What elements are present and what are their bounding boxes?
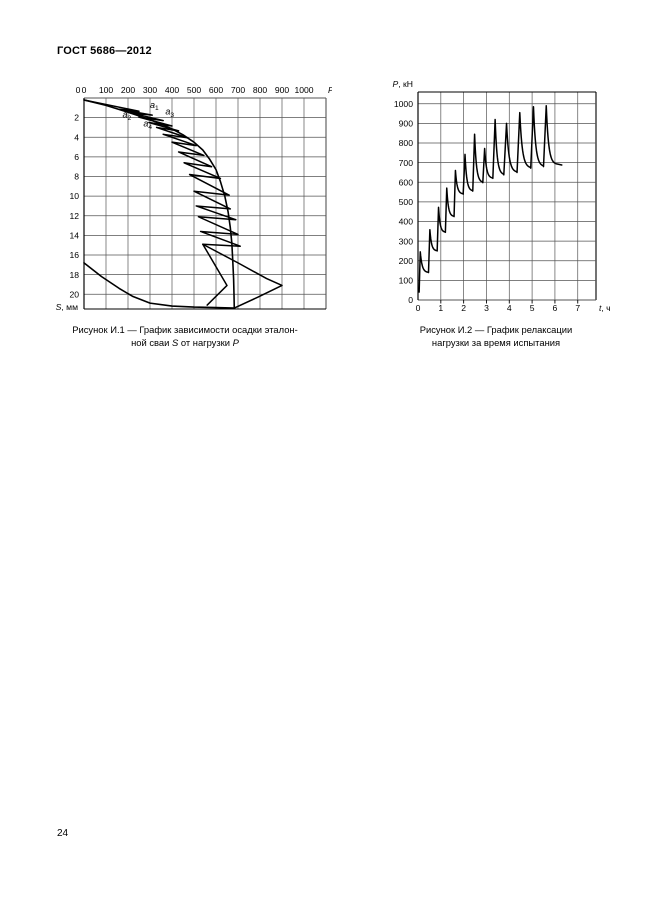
svg-text:500: 500 bbox=[187, 85, 202, 95]
svg-text:a2: a2 bbox=[123, 110, 132, 122]
svg-text:20: 20 bbox=[69, 289, 79, 299]
svg-text:300: 300 bbox=[143, 85, 158, 95]
svg-text:0: 0 bbox=[82, 85, 87, 95]
figure-i2-caption: Рисунок И.2 — График релаксации нагрузки… bbox=[372, 324, 620, 349]
caption-line-2-prefix: ной сваи bbox=[131, 336, 172, 348]
svg-text:0: 0 bbox=[76, 85, 81, 95]
svg-text:6: 6 bbox=[74, 152, 79, 162]
figure-i1: 0 100 200 300 400 500 600 700 800 900 1000 P, кН 0 2 4… bbox=[42, 72, 332, 372]
page-number: 24 bbox=[57, 828, 69, 839]
svg-text:400: 400 bbox=[399, 217, 414, 227]
caption-line-1: Рисунок И.1 — График зависимости осадки … bbox=[72, 324, 298, 335]
caption-symbol-s: S bbox=[171, 336, 179, 348]
svg-text:a4: a4 bbox=[143, 118, 152, 130]
svg-text:800: 800 bbox=[399, 138, 414, 148]
svg-text:P, кН: P, кН bbox=[328, 85, 332, 95]
settlement-load-chart: 0 100 200 300 400 500 600 700 800 900 1000 P, кН 0 2 4… bbox=[56, 85, 332, 312]
caption-line-2: нагрузки за время испытания bbox=[431, 336, 561, 348]
svg-text:S, мм: S, мм bbox=[56, 302, 78, 312]
caption-symbol-p: P bbox=[232, 336, 239, 348]
figure-i2: 0 100 200 300 400 500 600 700 800 900 1000 P, кН 0 1 2… bbox=[372, 72, 622, 372]
standard-header: ГОСТ 5686—2012 bbox=[57, 45, 152, 57]
svg-text:0: 0 bbox=[408, 295, 413, 305]
svg-text:4: 4 bbox=[507, 303, 512, 313]
svg-text:2: 2 bbox=[461, 303, 466, 313]
svg-text:600: 600 bbox=[209, 85, 224, 95]
svg-text:7: 7 bbox=[575, 303, 580, 313]
svg-text:700: 700 bbox=[399, 158, 414, 168]
svg-text:100: 100 bbox=[399, 276, 414, 286]
svg-text:0: 0 bbox=[416, 303, 421, 313]
svg-text:5: 5 bbox=[530, 303, 535, 313]
svg-text:8: 8 bbox=[74, 172, 79, 182]
svg-text:400: 400 bbox=[165, 85, 180, 95]
svg-text:a3: a3 bbox=[165, 107, 174, 119]
svg-text:6: 6 bbox=[553, 303, 558, 313]
svg-text:1000: 1000 bbox=[394, 99, 413, 109]
svg-text:100: 100 bbox=[99, 85, 114, 95]
svg-text:P, кН: P, кН bbox=[393, 79, 413, 89]
svg-text:600: 600 bbox=[399, 177, 414, 187]
svg-text:500: 500 bbox=[399, 197, 414, 207]
svg-text:4: 4 bbox=[74, 132, 79, 142]
svg-text:18: 18 bbox=[69, 270, 79, 280]
caption-line-2-middle: от нагрузки bbox=[178, 336, 233, 348]
svg-text:300: 300 bbox=[399, 236, 414, 246]
caption-line-1: Рисунок И.2 — График релаксации bbox=[419, 324, 573, 335]
svg-text:a1: a1 bbox=[150, 100, 159, 112]
svg-text:800: 800 bbox=[253, 85, 268, 95]
svg-text:1: 1 bbox=[438, 303, 443, 313]
svg-text:900: 900 bbox=[275, 85, 290, 95]
svg-text:10: 10 bbox=[69, 191, 79, 201]
svg-text:16: 16 bbox=[69, 250, 79, 260]
svg-text:900: 900 bbox=[399, 119, 414, 129]
load-relaxation-chart: 0 100 200 300 400 500 600 700 800 900 1000 P, кН 0 1 2… bbox=[393, 79, 611, 313]
svg-text:3: 3 bbox=[484, 303, 489, 313]
figure-i1-caption: Рисунок И.1 — График зависимости осадки … bbox=[42, 324, 328, 349]
svg-text:12: 12 bbox=[69, 211, 79, 221]
svg-text:200: 200 bbox=[399, 256, 414, 266]
svg-text:1000: 1000 bbox=[294, 85, 313, 95]
svg-text:200: 200 bbox=[121, 85, 136, 95]
svg-text:700: 700 bbox=[231, 85, 246, 95]
svg-text:14: 14 bbox=[69, 230, 79, 240]
svg-text:t, ч: t, ч bbox=[599, 303, 611, 313]
svg-text:2: 2 bbox=[74, 113, 79, 123]
